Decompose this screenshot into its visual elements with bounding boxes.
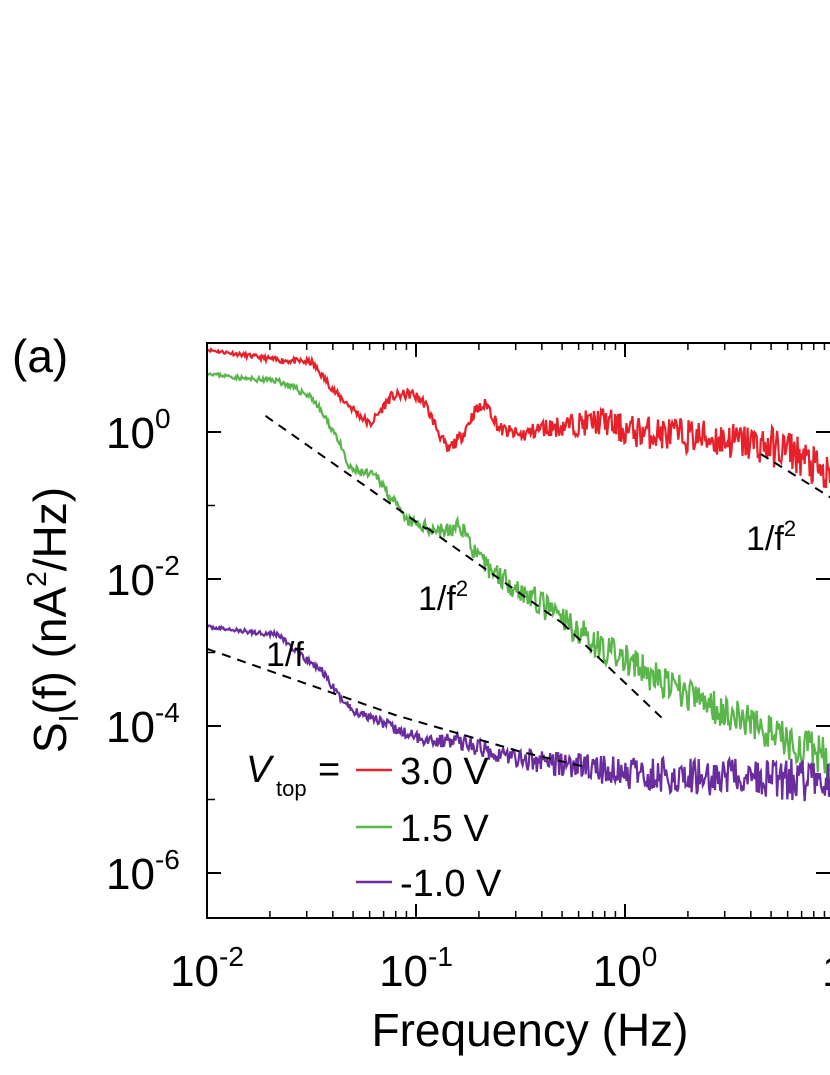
annotation-ann3: 1/f (266, 636, 304, 674)
x-tick-label: 10-1 (379, 941, 453, 996)
fit-line-2 (561, 622, 664, 720)
data-series-group (207, 346, 830, 802)
annotation-ann2: 1/f2 (418, 576, 468, 618)
y-tick-label: 100 (106, 403, 171, 458)
y-tick-label: 10-4 (106, 697, 180, 752)
panel-label: (a) (12, 330, 68, 382)
fit-curve-1f (207, 647, 584, 768)
annotation-ann1: 1/f2 (746, 516, 796, 558)
series-line-1 (207, 371, 830, 779)
x-tick-label: 100 (593, 941, 658, 996)
axes-group (206, 342, 830, 919)
legend-label-1: 1.5 V (400, 808, 489, 850)
fit-lines-group (207, 415, 830, 768)
x-tick-label: 1 (822, 947, 830, 996)
x-tick-label: 10-2 (170, 941, 244, 996)
fit-line-3 (760, 453, 830, 499)
y-axis-label: SI(f) (nA2/Hz) (21, 487, 84, 753)
legend-title: V (246, 749, 275, 791)
fit-line-0 (264, 415, 428, 530)
series-line-0 (207, 346, 830, 489)
fit-line-1 (425, 526, 563, 624)
plot-frame (206, 342, 830, 919)
legend-label-2: -1.0 V (400, 863, 502, 905)
y-tick-label: 10-2 (106, 550, 180, 605)
legend-title-equals: = (318, 749, 340, 791)
y-tick-label: 10-6 (106, 844, 180, 899)
text-group: 10-2 10-1 100 1 100 10-2 10-4 10-6 Frequency (Hz… (12, 330, 830, 1056)
legend-title-subscript: top (276, 776, 307, 801)
x-axis-label: Frequency (Hz) (372, 1004, 689, 1056)
series-line-2 (207, 624, 830, 802)
legend-label-0: 3.0 V (400, 751, 489, 793)
